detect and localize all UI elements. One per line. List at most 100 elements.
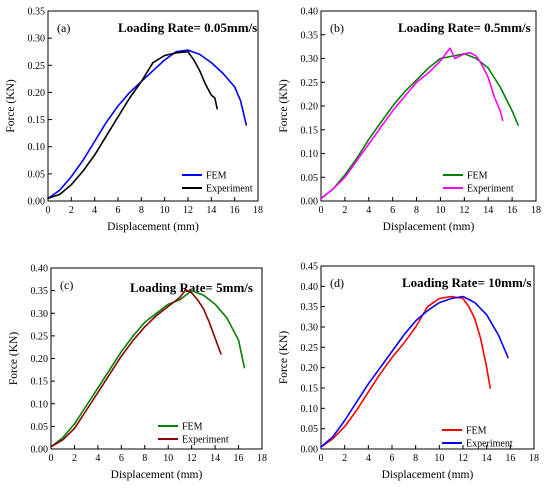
x-tick-label: 12 xyxy=(458,453,468,464)
x-tick-label: 10 xyxy=(434,453,444,464)
panel-label: (d) xyxy=(330,276,344,290)
y-tick-label: 0.20 xyxy=(31,354,49,365)
x-axis-title: Displacement (mm) xyxy=(111,469,203,481)
y-tick-label: 0.05 xyxy=(31,422,49,433)
x-tick-label: 10 xyxy=(435,205,445,216)
x-tick-label: 2 xyxy=(342,205,347,216)
x-tick-label: 12 xyxy=(459,205,469,216)
y-tick-label: 0.10 xyxy=(301,404,319,415)
y-tick-label: 0.20 xyxy=(301,102,319,113)
series-line-fem xyxy=(320,295,491,448)
x-tick-label: 12 xyxy=(187,453,197,464)
series-line-experiment xyxy=(320,47,504,200)
y-tick-label: 0.20 xyxy=(28,88,46,99)
y-tick-label: 0.30 xyxy=(301,323,319,334)
x-tick-label: 4 xyxy=(92,205,97,216)
x-tick-label: 6 xyxy=(116,205,121,216)
x-tick-label: 14 xyxy=(483,205,493,216)
panel-d: 0 2 4 6 8 10 12 14 16 18 0.00 0.05 0.10 0.15 0.20 0.25 0… xyxy=(278,262,539,482)
series-line-fem xyxy=(47,49,248,200)
x-tick-label: 8 xyxy=(413,453,418,464)
x-tick-label: 16 xyxy=(507,205,517,216)
x-tick-label: 4 xyxy=(366,453,371,464)
y-tick-label: 0.00 xyxy=(301,197,319,208)
y-tick-label: 0.40 xyxy=(31,264,49,275)
y-tick-label: 0.00 xyxy=(31,445,49,456)
x-tick-label: 16 xyxy=(230,205,240,216)
y-tick-label: 0.00 xyxy=(301,445,319,456)
panel-title: Loading Rate= 0.05mm/s xyxy=(118,20,257,35)
y-tick-label: 0.10 xyxy=(28,142,46,153)
series-line-experiment xyxy=(50,288,222,448)
plot-frame xyxy=(50,267,263,450)
y-tick-label: 0.30 xyxy=(301,54,319,65)
x-tick-label: 14 xyxy=(206,205,216,216)
x-tick-label: 18 xyxy=(257,453,267,464)
y-axis-title: Force (KN) xyxy=(278,331,290,384)
x-tick-label: 8 xyxy=(142,453,147,464)
panel-c: 0 2 4 6 8 10 12 14 16 18 0.00 0.05 0.10 0.15 0.20 0.25 0… xyxy=(8,264,267,482)
y-tick-label: 0.30 xyxy=(28,34,46,45)
y-tick-label: 0.40 xyxy=(301,282,319,293)
x-tick-label: 2 xyxy=(72,453,77,464)
y-tick-label: 0.35 xyxy=(301,302,319,313)
x-tick-label: 6 xyxy=(390,453,395,464)
x-axis-title: Displacement (mm) xyxy=(382,469,474,481)
x-tick-label: 4 xyxy=(95,453,100,464)
legend-label: FEM xyxy=(206,171,227,182)
y-axis-title: Force (KN) xyxy=(5,79,17,132)
panel-a: 0 2 4 6 8 10 12 14 16 18 0.00 0.05 0.10 0.15 0.20 0.25 0… xyxy=(5,7,263,234)
y-tick-label: 0.35 xyxy=(301,30,319,41)
y-tick-label: 0.35 xyxy=(31,286,49,297)
legend-label: FEM xyxy=(182,422,203,433)
y-tick-label: 0.15 xyxy=(301,384,319,395)
y-tick-label: 0.15 xyxy=(28,115,46,126)
y-tick-label: 0.05 xyxy=(28,169,46,180)
y-tick-label: 0.25 xyxy=(31,331,49,342)
x-tick-label: 14 xyxy=(482,453,492,464)
x-tick-label: 6 xyxy=(390,205,395,216)
y-axis-title: Force (KN) xyxy=(8,332,20,385)
panel-title: Loading Rate= 0.5mm/s xyxy=(398,20,531,35)
legend-label: FEM xyxy=(466,426,487,437)
y-tick-label: 0.10 xyxy=(31,399,49,410)
y-tick-label: 0.15 xyxy=(301,125,319,136)
x-tick-label: 8 xyxy=(139,205,144,216)
x-tick-label: 6 xyxy=(119,453,124,464)
series-line-experiment xyxy=(47,50,218,200)
x-tick-label: 16 xyxy=(505,453,515,464)
series-line-fem xyxy=(320,53,519,200)
x-tick-label: 18 xyxy=(529,453,539,464)
plot-frame xyxy=(320,10,537,202)
x-tick-label: 16 xyxy=(234,453,244,464)
series-line-experiment xyxy=(320,295,509,448)
y-tick-label: 0.25 xyxy=(28,61,46,72)
y-tick-label: 0.05 xyxy=(301,173,319,184)
y-tick-label: 0.40 xyxy=(301,7,319,18)
x-tick-label: 0 xyxy=(319,453,324,464)
panel-title: Loading Rate= 10mm/s xyxy=(402,275,531,290)
x-tick-label: 18 xyxy=(531,205,541,216)
x-tick-label: 2 xyxy=(342,453,347,464)
panel-b: 0 2 4 6 8 10 12 14 16 18 0.00 0.05 0.10 0.15 0.20 0.25 0… xyxy=(278,7,541,234)
y-tick-label: 0.35 xyxy=(28,7,46,18)
y-tick-label: 0.15 xyxy=(31,377,49,388)
y-axis-title: Force (KN) xyxy=(278,79,290,132)
x-tick-label: 2 xyxy=(69,205,74,216)
plot-frame xyxy=(47,10,259,202)
x-tick-label: 14 xyxy=(210,453,220,464)
legend-label: Experiment xyxy=(467,184,514,195)
legend-label: Experiment xyxy=(206,184,253,195)
legend-label: Experiment xyxy=(182,435,229,446)
y-tick-label: 0.45 xyxy=(301,262,319,273)
y-tick-label: 0.20 xyxy=(301,363,319,374)
legend-label: Experiment xyxy=(466,439,513,450)
y-tick-label: 0.00 xyxy=(28,197,46,208)
x-tick-label: 8 xyxy=(414,205,419,216)
x-tick-label: 4 xyxy=(366,205,371,216)
legend-label: FEM xyxy=(467,171,488,182)
y-tick-label: 0.25 xyxy=(301,343,319,354)
x-tick-label: 0 xyxy=(49,453,54,464)
y-tick-label: 0.05 xyxy=(301,424,319,435)
